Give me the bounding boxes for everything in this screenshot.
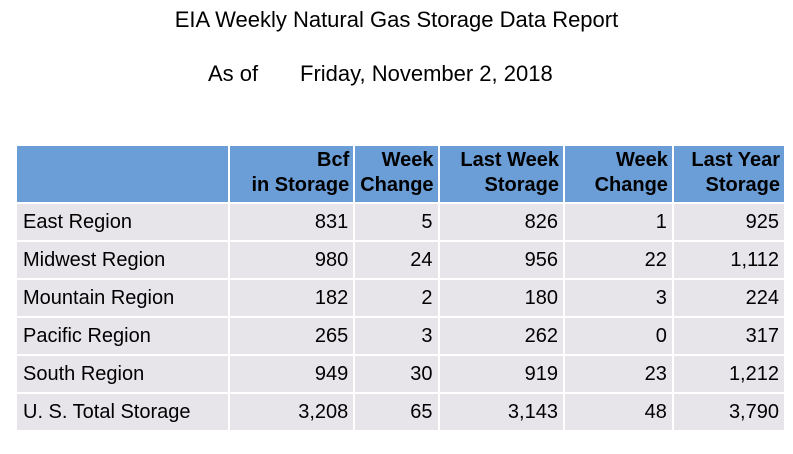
table-row-midwest: Midwest Region 980 24 956 22 1,112 <box>17 242 784 278</box>
last-week-change-cell: 1 <box>564 204 672 240</box>
last-week-storage-cell: 956 <box>439 242 563 278</box>
last-week-change-cell: 23 <box>564 356 672 392</box>
region-name: U. S. Total Storage <box>17 394 228 430</box>
bcf-in-storage-cell: 265 <box>229 318 354 354</box>
last-year-storage-cell: 224 <box>673 280 784 316</box>
last-week-storage-cell: 826 <box>439 204 563 240</box>
report-title: EIA Weekly Natural Gas Storage Data Repo… <box>174 7 619 32</box>
header-region <box>17 146 228 202</box>
region-name: Mountain Region <box>17 280 228 316</box>
week-change-cell: 2 <box>355 280 438 316</box>
last-week-storage-cell: 262 <box>439 318 563 354</box>
last-week-change-cell: 48 <box>564 394 672 430</box>
last-week-storage-cell: 180 <box>439 280 563 316</box>
last-week-change-cell: 3 <box>564 280 672 316</box>
header-last-year-storage: Last Year Storage <box>673 146 784 202</box>
week-change-cell: 30 <box>355 356 438 392</box>
region-name: Midwest Region <box>17 242 228 278</box>
bcf-in-storage-cell: 182 <box>229 280 354 316</box>
last-year-storage-cell: 1,212 <box>673 356 784 392</box>
header-last-week-change: Week Change <box>564 146 672 202</box>
last-year-storage-cell: 3,790 <box>673 394 784 430</box>
bcf-in-storage-cell: 949 <box>229 356 354 392</box>
region-name: Pacific Region <box>17 318 228 354</box>
bcf-in-storage-cell: 831 <box>229 204 354 240</box>
last-year-storage-cell: 925 <box>673 204 784 240</box>
week-change-cell: 65 <box>355 394 438 430</box>
header-week-change: Week Change <box>355 146 438 202</box>
week-change-cell: 24 <box>355 242 438 278</box>
last-year-storage-cell: 317 <box>673 318 784 354</box>
table-row-south: South Region 949 30 919 23 1,212 <box>17 356 784 392</box>
bcf-in-storage-cell: 980 <box>229 242 354 278</box>
region-name: East Region <box>17 204 228 240</box>
header-row: Bcf in Storage Week Change Last Week Sto… <box>17 146 784 202</box>
region-name: South Region <box>17 356 228 392</box>
bcf-in-storage-cell: 3,208 <box>229 394 354 430</box>
week-change-cell: 5 <box>355 204 438 240</box>
last-week-storage-cell: 919 <box>439 356 563 392</box>
storage-table: Bcf in Storage Week Change Last Week Sto… <box>15 144 786 432</box>
table-row-mountain: Mountain Region 182 2 180 3 224 <box>17 280 784 316</box>
table-row-us-total: U. S. Total Storage 3,208 65 3,143 48 3,… <box>17 394 784 430</box>
last-week-change-cell: 0 <box>564 318 672 354</box>
as-of-date: Friday, November 2, 2018 <box>300 61 553 86</box>
last-week-storage-cell: 3,143 <box>439 394 563 430</box>
last-week-change-cell: 22 <box>564 242 672 278</box>
table-row-pacific: Pacific Region 265 3 262 0 317 <box>17 318 784 354</box>
header-bcf-in-storage: Bcf in Storage <box>229 146 354 202</box>
table-row-east: East Region 831 5 826 1 925 <box>17 204 784 240</box>
last-year-storage-cell: 1,112 <box>673 242 784 278</box>
as-of-label: As of <box>208 61 259 86</box>
week-change-cell: 3 <box>355 318 438 354</box>
header-last-week-storage: Last Week Storage <box>439 146 563 202</box>
